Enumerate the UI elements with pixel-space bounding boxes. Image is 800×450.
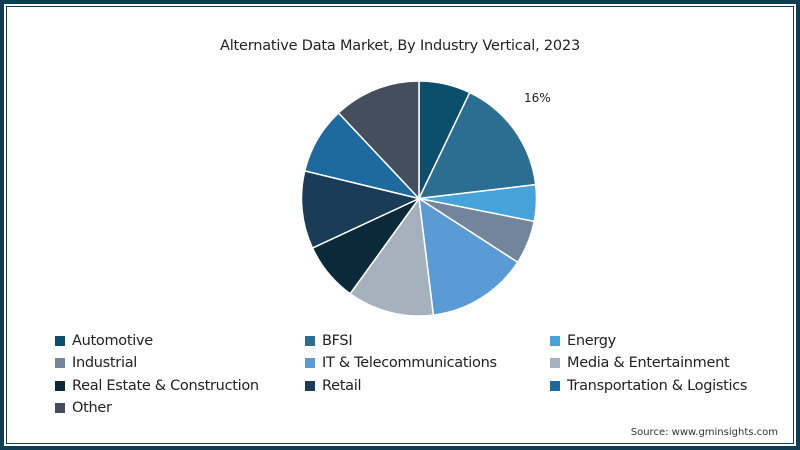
legend-swatch: [55, 380, 65, 391]
legend-item-it-telecom: IT & Telecommunications: [305, 353, 550, 375]
legend-label: Automotive: [72, 332, 153, 349]
legend-swatch: [305, 335, 315, 346]
legend-label: BFSI: [322, 332, 353, 349]
pie-slice-retail: [300, 170, 420, 249]
legend-item-bfsi: BFSI: [305, 330, 550, 352]
pie-slice-bfsi: [418, 91, 537, 200]
frame-inner-border: [6, 6, 794, 444]
legend-item-retail: Retail: [305, 375, 550, 397]
slice-percent-label: 16%: [524, 91, 551, 105]
legend-swatch: [550, 358, 560, 369]
legend-item-real-estate: Real Estate & Construction: [55, 375, 305, 397]
legend-label: Industrial: [72, 355, 138, 372]
pie-slice-media-entertainment: [349, 197, 435, 317]
legend-swatch: [305, 358, 315, 369]
legend-swatch: [55, 335, 65, 346]
legend-label: Energy: [567, 332, 616, 349]
legend-item-other: Other: [55, 398, 305, 420]
legend-item-transportation: Transportation & Logistics: [550, 375, 780, 397]
legend-item-industrial: Industrial: [55, 353, 305, 375]
legend-item-automotive: Automotive: [55, 330, 305, 352]
legend-swatch: [550, 380, 560, 391]
legend-swatch: [305, 380, 315, 391]
pie-slice-other: [337, 80, 420, 200]
legend-label: Media & Entertainment: [567, 355, 730, 372]
legend-item-energy: Energy: [550, 330, 780, 352]
legend-label: Retail: [322, 377, 362, 394]
legend: Automotive BFSI Energy Industrial IT & T…: [55, 330, 775, 419]
source-note: Source: www.gminsights.com: [630, 427, 778, 438]
legend-swatch: [55, 358, 65, 369]
legend-swatch: [55, 403, 65, 414]
legend-item-media: Media & Entertainment: [550, 353, 780, 375]
legend-swatch: [550, 335, 560, 346]
legend-label: Other: [72, 400, 112, 417]
legend-label: Transportation & Logistics: [567, 377, 748, 394]
chart-title: Alternative Data Market, By Industry Ver…: [219, 38, 581, 54]
legend-label: Real Estate & Construction: [72, 377, 259, 394]
legend-label: IT & Telecommunications: [322, 355, 497, 372]
pie-slice-it-telecommunications: [418, 197, 519, 316]
